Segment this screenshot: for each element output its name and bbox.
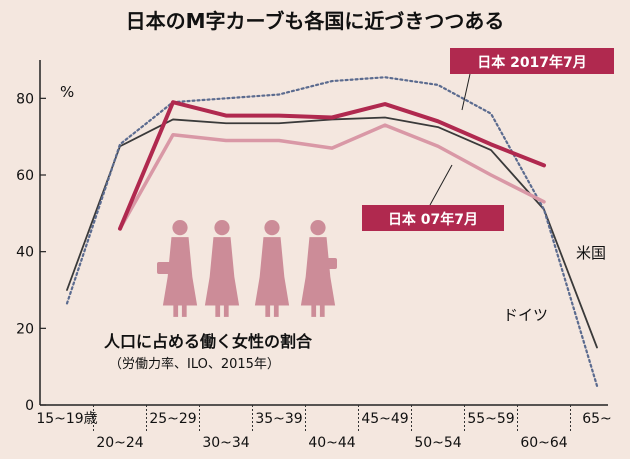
- x-tick-label-bottom: 60~64: [520, 435, 567, 451]
- x-tick-label-top: 25~29: [149, 411, 196, 427]
- y-unit-label: %: [60, 83, 74, 101]
- y-tick-label: 60: [16, 168, 34, 184]
- y-tick-label: 20: [16, 321, 34, 337]
- series-label-jp2017: 日本 2017年7月: [477, 54, 587, 71]
- woman-silhouette: [204, 220, 240, 317]
- series-label-de: ドイツ: [503, 306, 548, 324]
- series-line: [118, 100, 546, 231]
- note-source: （労働力率、ILO、2015年）: [109, 356, 280, 372]
- leader-line: [429, 164, 453, 206]
- x-tick-label-top: 15~19歳: [36, 411, 97, 427]
- women-silhouettes: [157, 220, 337, 317]
- leader-line: [461, 73, 471, 111]
- bag-shape: [157, 262, 171, 274]
- series-label-jp2007: 日本 07年7月: [388, 211, 478, 228]
- y-tick-label: 0: [25, 398, 34, 414]
- series-label-us: 米国: [576, 244, 606, 262]
- x-tick-label-bottom: 20~24: [96, 435, 143, 451]
- woman-silhouette: [254, 220, 290, 317]
- x-tick-label-top: 55~59: [467, 411, 514, 427]
- label-box-jp2007: [362, 205, 504, 231]
- y-tick-label: 40: [16, 245, 34, 261]
- axes: 0 20 40 60 80 15~19歳 25~29 35~39 45~49 55~59 65~ 20…: [16, 60, 612, 451]
- bag-shape: [325, 258, 337, 269]
- x-tick-label-bottom: 30~34: [202, 435, 249, 451]
- chart-title: 日本のM字カーブも各国に近づきつつある: [126, 9, 505, 33]
- x-tick-label-top: 45~49: [361, 411, 408, 427]
- woman-silhouette: [162, 220, 198, 317]
- series-line: [118, 123, 546, 231]
- note-title: 人口に占める働く女性の割合: [104, 332, 313, 351]
- series-lines: [65, 76, 599, 387]
- x-tick-label-top: 65~: [582, 411, 612, 427]
- woman-silhouette: [300, 220, 336, 317]
- label-box-jp2017: [450, 48, 614, 74]
- series-line: [65, 76, 599, 387]
- x-tick-label-bottom: 40~44: [308, 435, 355, 451]
- x-tick-label-top: 35~39: [255, 411, 302, 427]
- x-tick-label-bottom: 50~54: [414, 435, 461, 451]
- y-tick-label: 80: [16, 91, 34, 107]
